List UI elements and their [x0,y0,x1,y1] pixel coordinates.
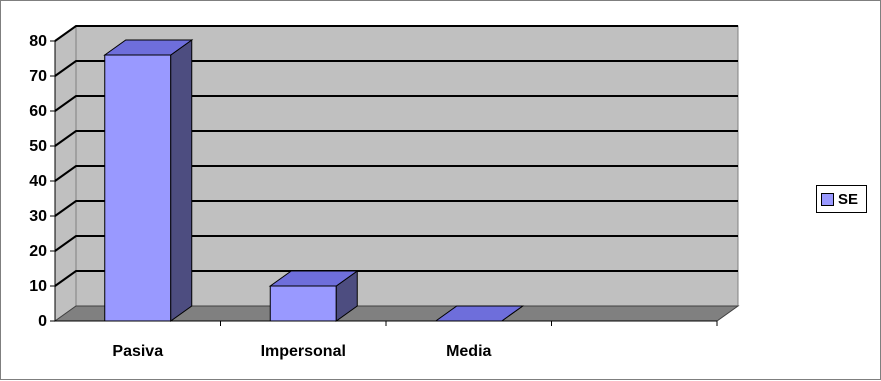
x-category-label: Impersonal [261,343,346,360]
gridline [54,200,738,217]
y-tick-label: 60 [29,103,47,120]
y-tick-label: 50 [29,138,47,155]
gridline [54,25,738,42]
bar-front [269,285,337,322]
y-tick-label: 40 [29,173,47,190]
y-tick-label: 0 [38,313,47,330]
gridline [54,270,738,287]
bar-impersonal [268,270,359,322]
y-tick-label: 20 [29,243,47,260]
x-category-label: Media [446,343,491,360]
gridlines [54,25,738,287]
gridline [54,235,738,252]
legend: SE [816,185,868,213]
bar-top [268,270,359,287]
bar-top [103,39,194,56]
bar-side [170,39,193,322]
bar-front [104,54,172,322]
y-tick-label: 30 [29,208,47,225]
legend-swatch [821,192,834,206]
y-tick-label: 10 [29,278,47,295]
gridline [54,130,738,147]
y-axis-ticks: 0 10 20 30 40 50 60 70 80 [29,33,55,330]
y-tick-label: 70 [29,68,47,85]
x-axis-labels: Pasiva Impersonal Media [112,343,491,360]
legend-label: SE [838,190,859,208]
gridline [54,165,738,182]
bars [103,39,525,322]
gridline [54,60,738,77]
gridline [54,95,738,112]
bar-top [434,305,525,322]
y-tick-label: 80 [29,33,47,50]
bar-pasiva [103,39,194,322]
bar-media [434,305,525,322]
x-category-label: Pasiva [112,343,163,360]
